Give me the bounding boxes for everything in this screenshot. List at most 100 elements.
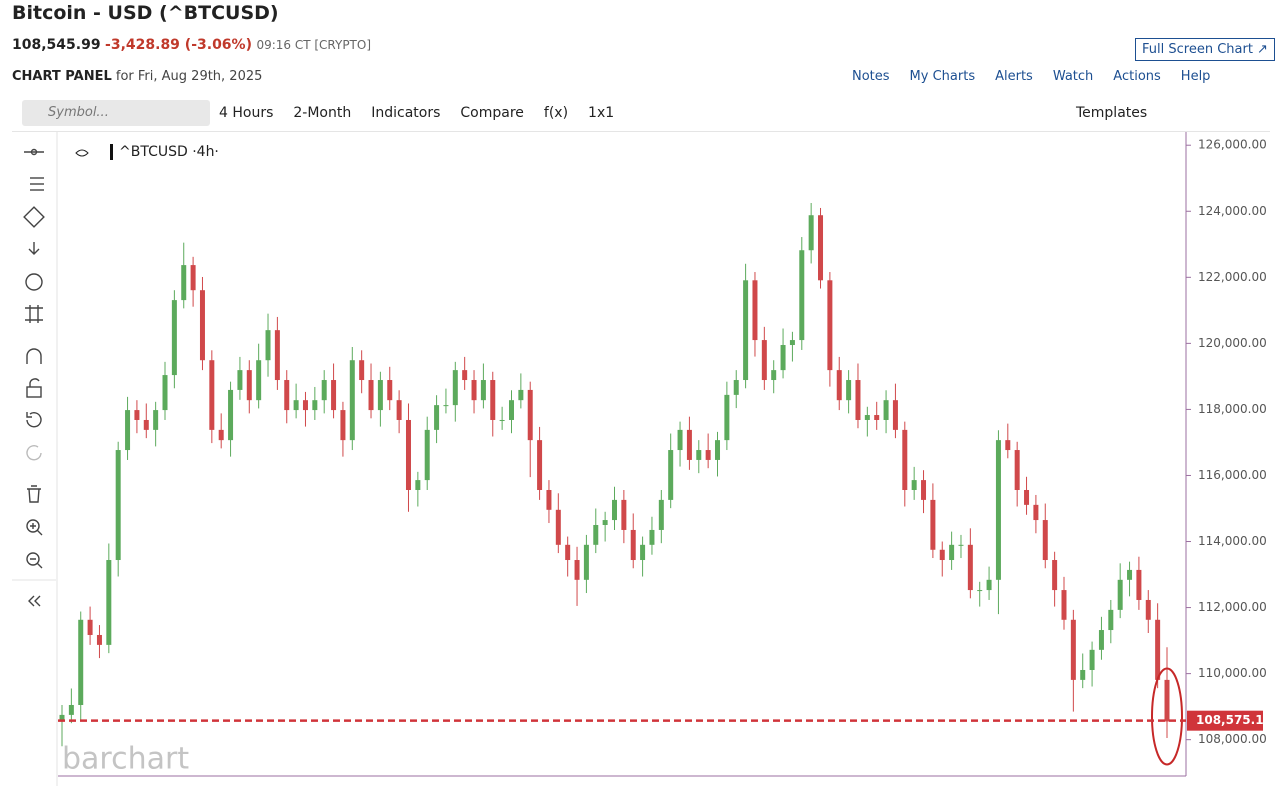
candle-body (499, 419, 505, 421)
y-tick-label: 120,000.00 (1198, 336, 1267, 350)
candle-body (921, 480, 927, 500)
candle-body (1033, 504, 1039, 521)
candle-body (780, 345, 786, 371)
candle-body (1042, 520, 1048, 561)
highlight-circle (1151, 667, 1183, 766)
y-tick-label: 110,000.00 (1198, 666, 1267, 680)
candle-body (761, 340, 767, 381)
legend-swatch (110, 144, 113, 160)
nav-item[interactable]: Watch (1052, 69, 1094, 84)
candle-body (574, 560, 580, 580)
candle-body (96, 634, 102, 645)
candle-body (237, 370, 243, 390)
candle-body (902, 429, 908, 490)
candle-body (1155, 619, 1161, 680)
toolbar-item[interactable]: 4 Hours (219, 105, 274, 121)
toolbar-item[interactable]: Compare (460, 105, 524, 121)
candle-body (302, 400, 308, 411)
y-tick-label: 116,000.00 (1198, 468, 1267, 482)
templates[interactable]: Templates (1076, 105, 1148, 121)
legend: ^BTCUSD ·4h· (119, 144, 219, 160)
eye-icon (75, 149, 89, 157)
candle-body (1070, 619, 1076, 680)
candle-body (331, 380, 337, 411)
candle-body (986, 579, 992, 591)
toolbar: Symbol... 4 Hours 2-Month Indicators Compar… (12, 95, 1270, 132)
candle-body (1089, 649, 1095, 670)
time: 09:16 CT [CRYPTO] (256, 38, 372, 52)
candle-body (855, 380, 861, 420)
candle-body (612, 499, 617, 521)
candle-body (68, 704, 74, 715)
candle-body (359, 360, 365, 381)
candle-body (537, 440, 543, 490)
candle-body (836, 370, 842, 401)
candle-body (1145, 599, 1151, 620)
toolbar-item[interactable]: 2-Month (293, 105, 352, 121)
candle-body (368, 380, 374, 411)
candle-body (705, 450, 711, 460)
candle-body (415, 480, 421, 490)
candle-body (59, 714, 65, 720)
candle-body (593, 525, 599, 545)
price-label-bg (1187, 710, 1263, 731)
candle-body (733, 380, 739, 395)
candle-body (143, 419, 149, 430)
candle-body (1117, 579, 1123, 610)
candle-body (181, 265, 187, 301)
candle-body (1136, 569, 1142, 600)
toolbar-item[interactable]: f(x) (543, 105, 569, 121)
candle-body (434, 405, 440, 430)
candle-body (752, 280, 758, 341)
candle-body (640, 544, 646, 561)
nav-item[interactable]: Actions (1113, 69, 1161, 84)
candle-body (134, 410, 140, 420)
candle-body (424, 429, 430, 481)
nav-item[interactable]: Help (1180, 69, 1211, 84)
y-tick-label: 126,000.00 (1198, 138, 1267, 152)
candle-body (125, 410, 131, 451)
toolbar-item[interactable]: Indicators (371, 105, 441, 121)
candle-body (630, 529, 636, 561)
candle-body (527, 389, 533, 441)
full-screen-button[interactable]: Full Screen Chart ↗ (1135, 38, 1275, 61)
change: -3,428.89 (-3.06%) (105, 37, 252, 53)
candle-body (1127, 569, 1133, 580)
candle-body (471, 380, 477, 401)
candle-body (864, 415, 870, 420)
toolbar-item[interactable]: 1x1 (588, 105, 615, 121)
candle-body (293, 400, 299, 411)
candle-body (808, 215, 814, 251)
candle-body (405, 419, 411, 490)
candle-body (602, 520, 608, 526)
candle-body (846, 380, 852, 401)
candle-body (1024, 489, 1030, 505)
candle-body (892, 400, 898, 430)
candle-body (715, 440, 721, 460)
candle-body (1098, 630, 1104, 650)
panel: CHART PANEL (12, 69, 112, 84)
candle-body (349, 360, 355, 441)
nav-item[interactable]: Notes (852, 69, 890, 84)
candle-body (321, 380, 327, 401)
candle-body (789, 340, 795, 346)
symbol-input[interactable]: Symbol... (22, 100, 210, 126)
candle-body (724, 394, 730, 441)
candle-body (743, 280, 749, 381)
candle-body (686, 429, 692, 460)
quote: 108,545.99 -3,428.89 (-3.06%) 09:16 CT [… (12, 37, 371, 53)
candle-body (209, 360, 215, 430)
candle-body (508, 400, 514, 420)
panel-label: CHART PANEL for Fri, Aug 29th, 2025 (12, 69, 262, 84)
candle-body (1005, 440, 1011, 451)
candle-body (546, 489, 552, 510)
nav-item[interactable]: Alerts (995, 69, 1033, 84)
candle-body (518, 389, 524, 401)
y-tick-label: 124,000.00 (1198, 204, 1267, 218)
nav: Notes My Charts Alerts Watch Actions Help (852, 69, 1210, 84)
nav-item[interactable]: My Charts (909, 69, 976, 84)
candle-body (911, 480, 917, 490)
candle-body (340, 410, 346, 441)
